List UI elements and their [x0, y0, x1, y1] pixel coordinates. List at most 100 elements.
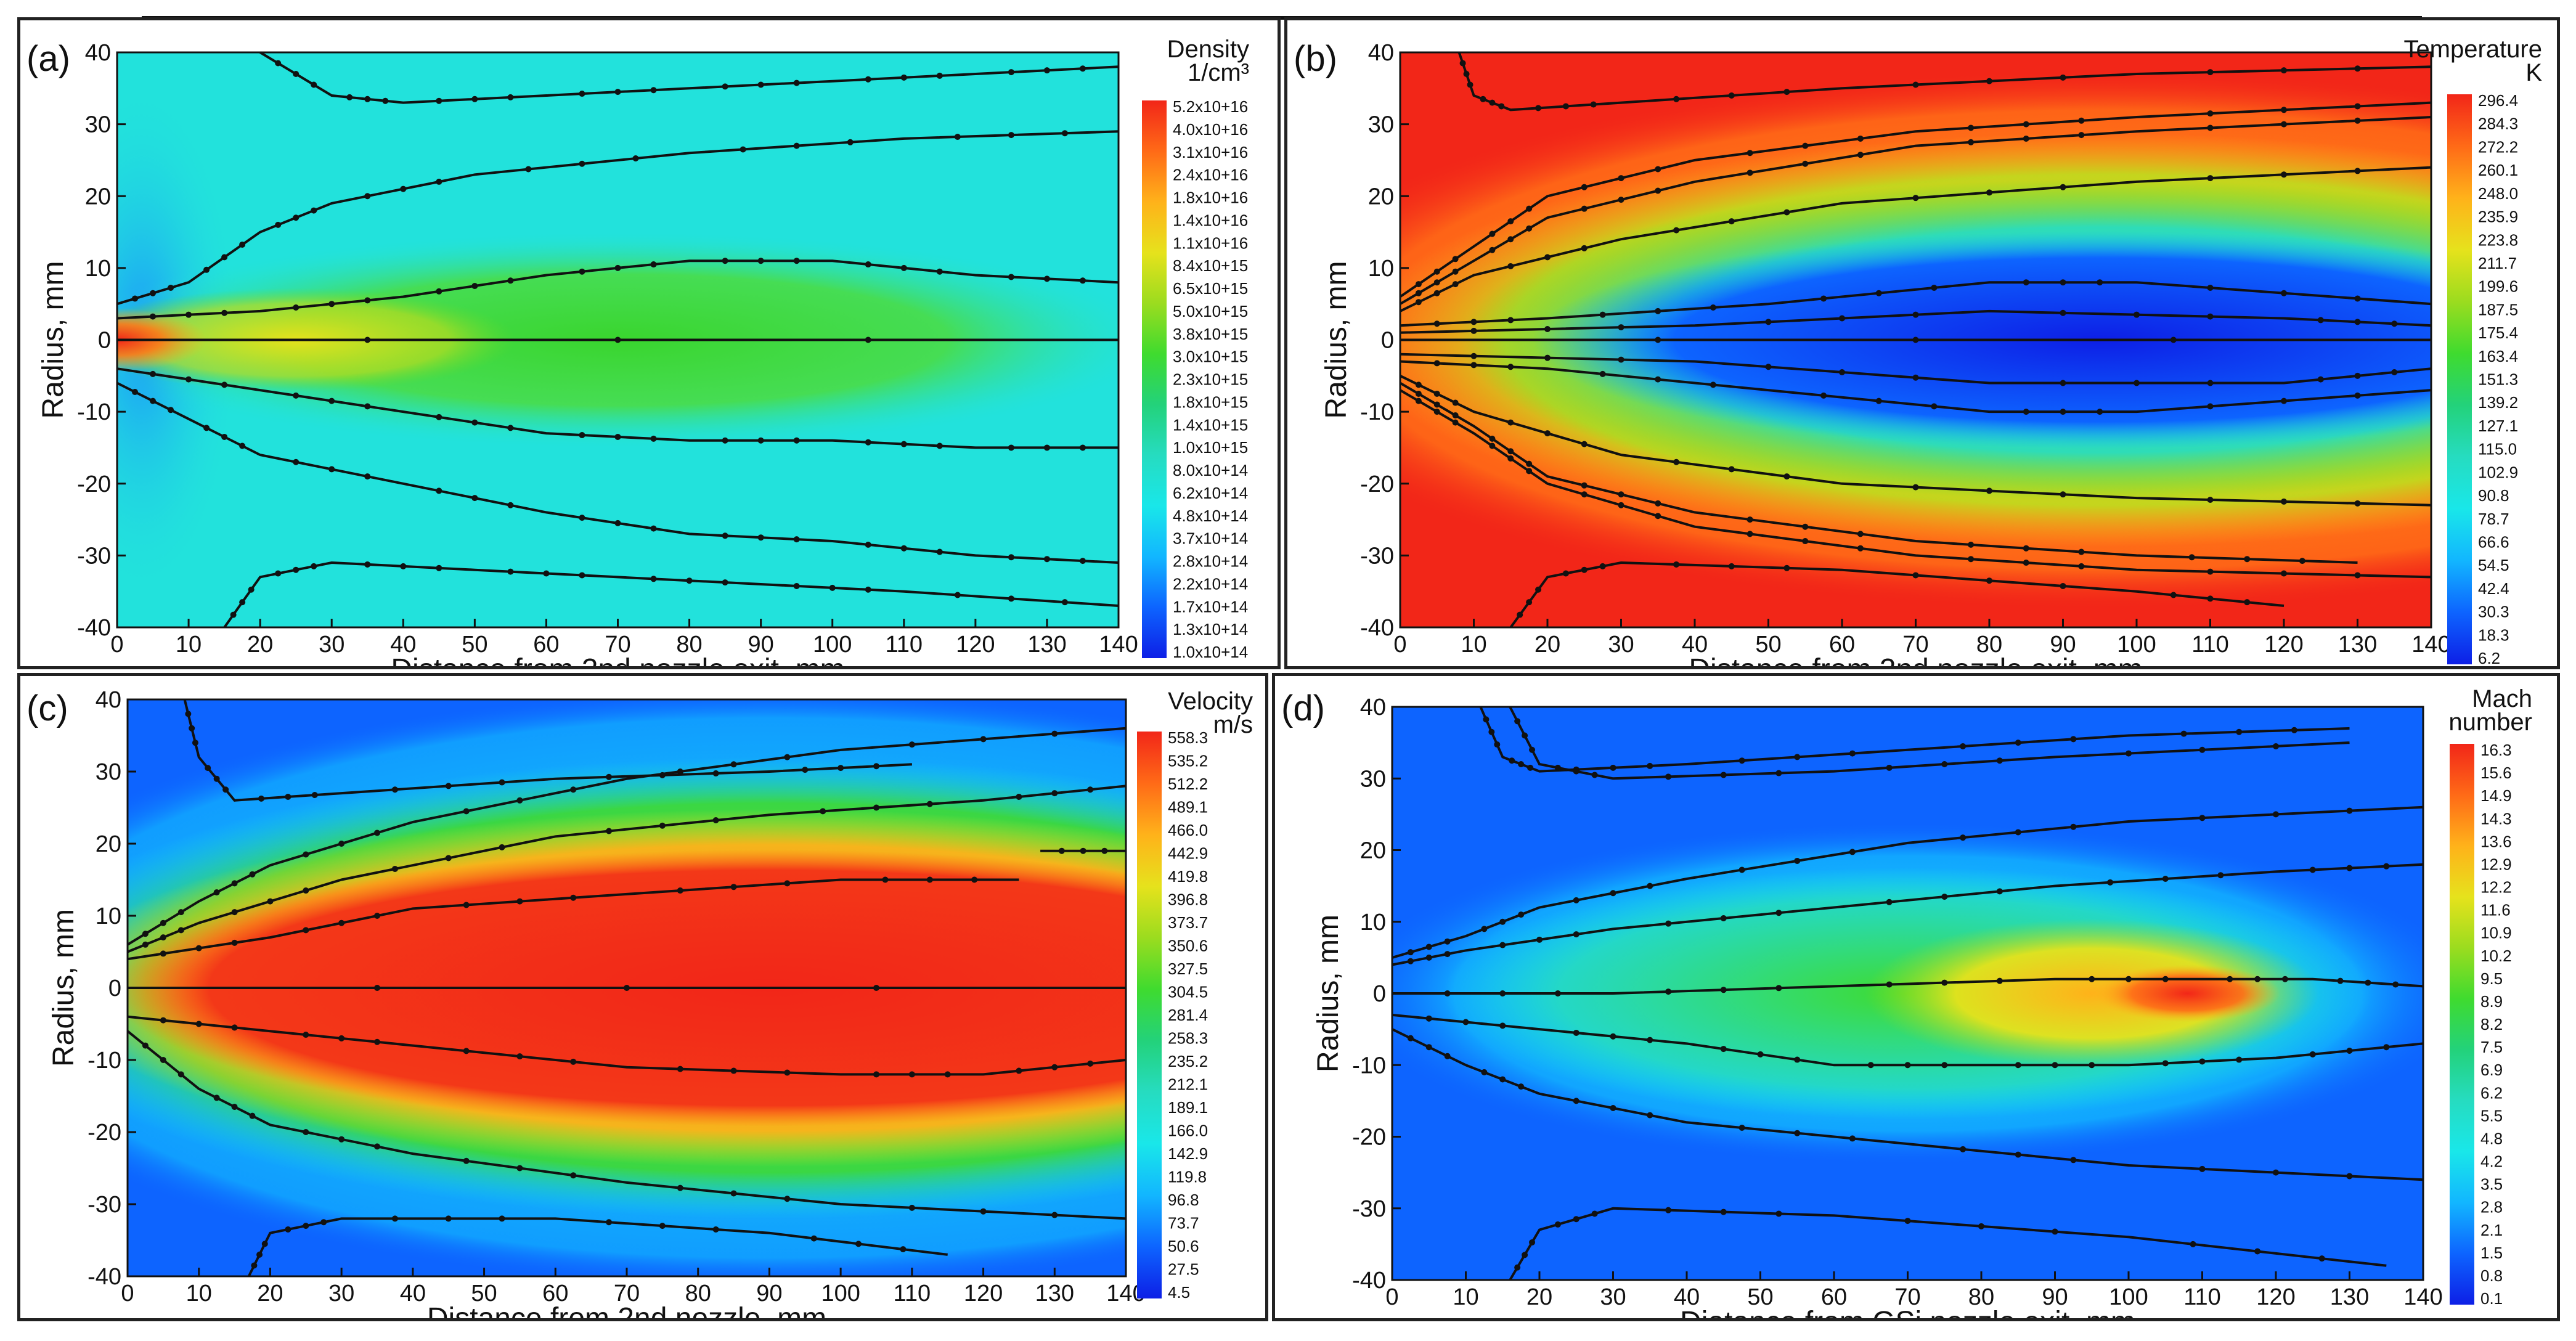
streamline-marker [213, 775, 220, 782]
streamline-marker [722, 437, 728, 444]
streamline-marker [507, 568, 514, 575]
legend-value: 466.0 [1168, 821, 1208, 839]
legend-value: 5.2x10+16 [1173, 97, 1248, 116]
y-tick-label: -30 [88, 1192, 121, 1218]
y-tick-label: 30 [85, 112, 111, 138]
legend-value: 8.9 [2480, 992, 2503, 1011]
x-tick-label: 100 [821, 1281, 860, 1306]
streamline-marker [1765, 319, 1772, 325]
streamline-marker [2060, 184, 2066, 190]
streamline-marker [436, 414, 442, 420]
streamline-marker [954, 592, 961, 598]
streamline-marker [374, 913, 380, 919]
streamline-marker [2060, 582, 2066, 589]
streamline-marker [1904, 1218, 1911, 1225]
legend-value: 1.8x10+15 [1173, 393, 1248, 411]
legend-value: 2.8x10+14 [1173, 552, 1248, 571]
legend-value: 4.8 [2480, 1129, 2503, 1147]
streamline-marker [213, 1094, 220, 1101]
streamline-marker [2281, 121, 2287, 128]
streamline-marker [1407, 1035, 1414, 1041]
x-tick-label: 0 [121, 1281, 134, 1306]
streamline-marker [1433, 360, 1440, 367]
streamline-marker [1655, 166, 1661, 173]
streamline-marker [2060, 409, 2066, 415]
legend-value: 260.1 [2478, 161, 2518, 179]
streamline-marker [784, 880, 791, 887]
y-tick-label: 0 [1381, 328, 1394, 354]
legend-value: 3.1x10+16 [1173, 143, 1248, 161]
streamline-marker [2354, 500, 2361, 507]
streamline-marker [1618, 356, 1624, 363]
streamline-marker [2199, 1058, 2206, 1065]
streamline-marker [1470, 353, 1477, 359]
streamline-marker [579, 515, 585, 521]
legend-value: 166.0 [1168, 1122, 1208, 1140]
streamline-marker [793, 79, 800, 86]
streamline-marker [1875, 397, 1882, 404]
streamline-marker [900, 74, 907, 81]
streamline-marker [579, 432, 585, 439]
streamline-marker [374, 1143, 380, 1150]
streamline-marker [926, 876, 933, 883]
streamline-marker [1802, 142, 1809, 149]
streamline-marker [338, 919, 345, 926]
streamline-marker [1665, 773, 1672, 780]
streamline-marker [2060, 74, 2066, 81]
x-tick-label: 70 [1902, 632, 1928, 658]
x-tick-label: 120 [2264, 632, 2303, 658]
streamline [1392, 977, 2424, 995]
streamline-marker [2273, 743, 2279, 749]
legend-value: 1.4x10+16 [1173, 211, 1248, 229]
streamline-marker [1489, 442, 1496, 449]
streamline-marker [1433, 320, 1440, 327]
streamline-marker [1802, 523, 1809, 530]
legend-value: 235.9 [2478, 208, 2518, 226]
streamline-marker [231, 1104, 238, 1111]
streamline-marker [1433, 409, 1440, 415]
streamline-marker [203, 266, 210, 273]
streamline-marker [248, 586, 255, 593]
streamline-marker [2244, 599, 2251, 606]
streamline-marker [303, 927, 309, 934]
streamline-marker [1459, 60, 1466, 67]
streamline-marker [364, 403, 371, 410]
streamline [1400, 309, 2432, 334]
streamline-marker [2023, 135, 2029, 142]
streamline-marker [1483, 716, 1490, 723]
legend-value: 1.4x10+15 [1173, 415, 1248, 434]
y-tick-label: -20 [77, 471, 111, 497]
streamline-marker [1554, 990, 1561, 997]
y-tick-label: 10 [96, 903, 121, 929]
streamline-marker [1573, 931, 1579, 938]
streamline-marker [1655, 187, 1661, 194]
x-tick-label: 40 [1682, 632, 1708, 658]
legend-value: 442.9 [1168, 844, 1208, 863]
streamline-marker [1444, 938, 1451, 945]
legend-value: 10.9 [2480, 924, 2512, 942]
streamline-marker [275, 570, 282, 577]
streamline-marker [1499, 1022, 1506, 1029]
streamline-marker [1415, 299, 1422, 306]
legend-value: 535.2 [1168, 752, 1208, 770]
legend-title: number [2448, 709, 2532, 736]
streamline-marker [1747, 150, 1753, 157]
streamline-marker [142, 941, 149, 948]
streamline-marker [1673, 227, 1680, 234]
streamline-marker [1886, 764, 1893, 771]
streamline-marker [2190, 1241, 2196, 1247]
x-axis-title: Distance from 2nd nozzle, mm [427, 1302, 826, 1318]
streamline-marker [2162, 876, 2169, 882]
streamline-marker [1527, 764, 1534, 771]
x-tick-label: 0 [110, 632, 123, 658]
streamline-marker [2207, 595, 2214, 602]
streamline-marker [1507, 263, 1514, 269]
streamline-marker [1535, 105, 1542, 112]
streamline-marker [1655, 500, 1661, 507]
streamline-marker [1931, 284, 1938, 291]
streamline [1457, 52, 2432, 112]
streamline-marker [2015, 1151, 2021, 1158]
streamline-marker [160, 1017, 166, 1024]
x-tick-label: 10 [186, 1281, 212, 1306]
x-tick-label: 60 [1821, 1284, 1847, 1310]
